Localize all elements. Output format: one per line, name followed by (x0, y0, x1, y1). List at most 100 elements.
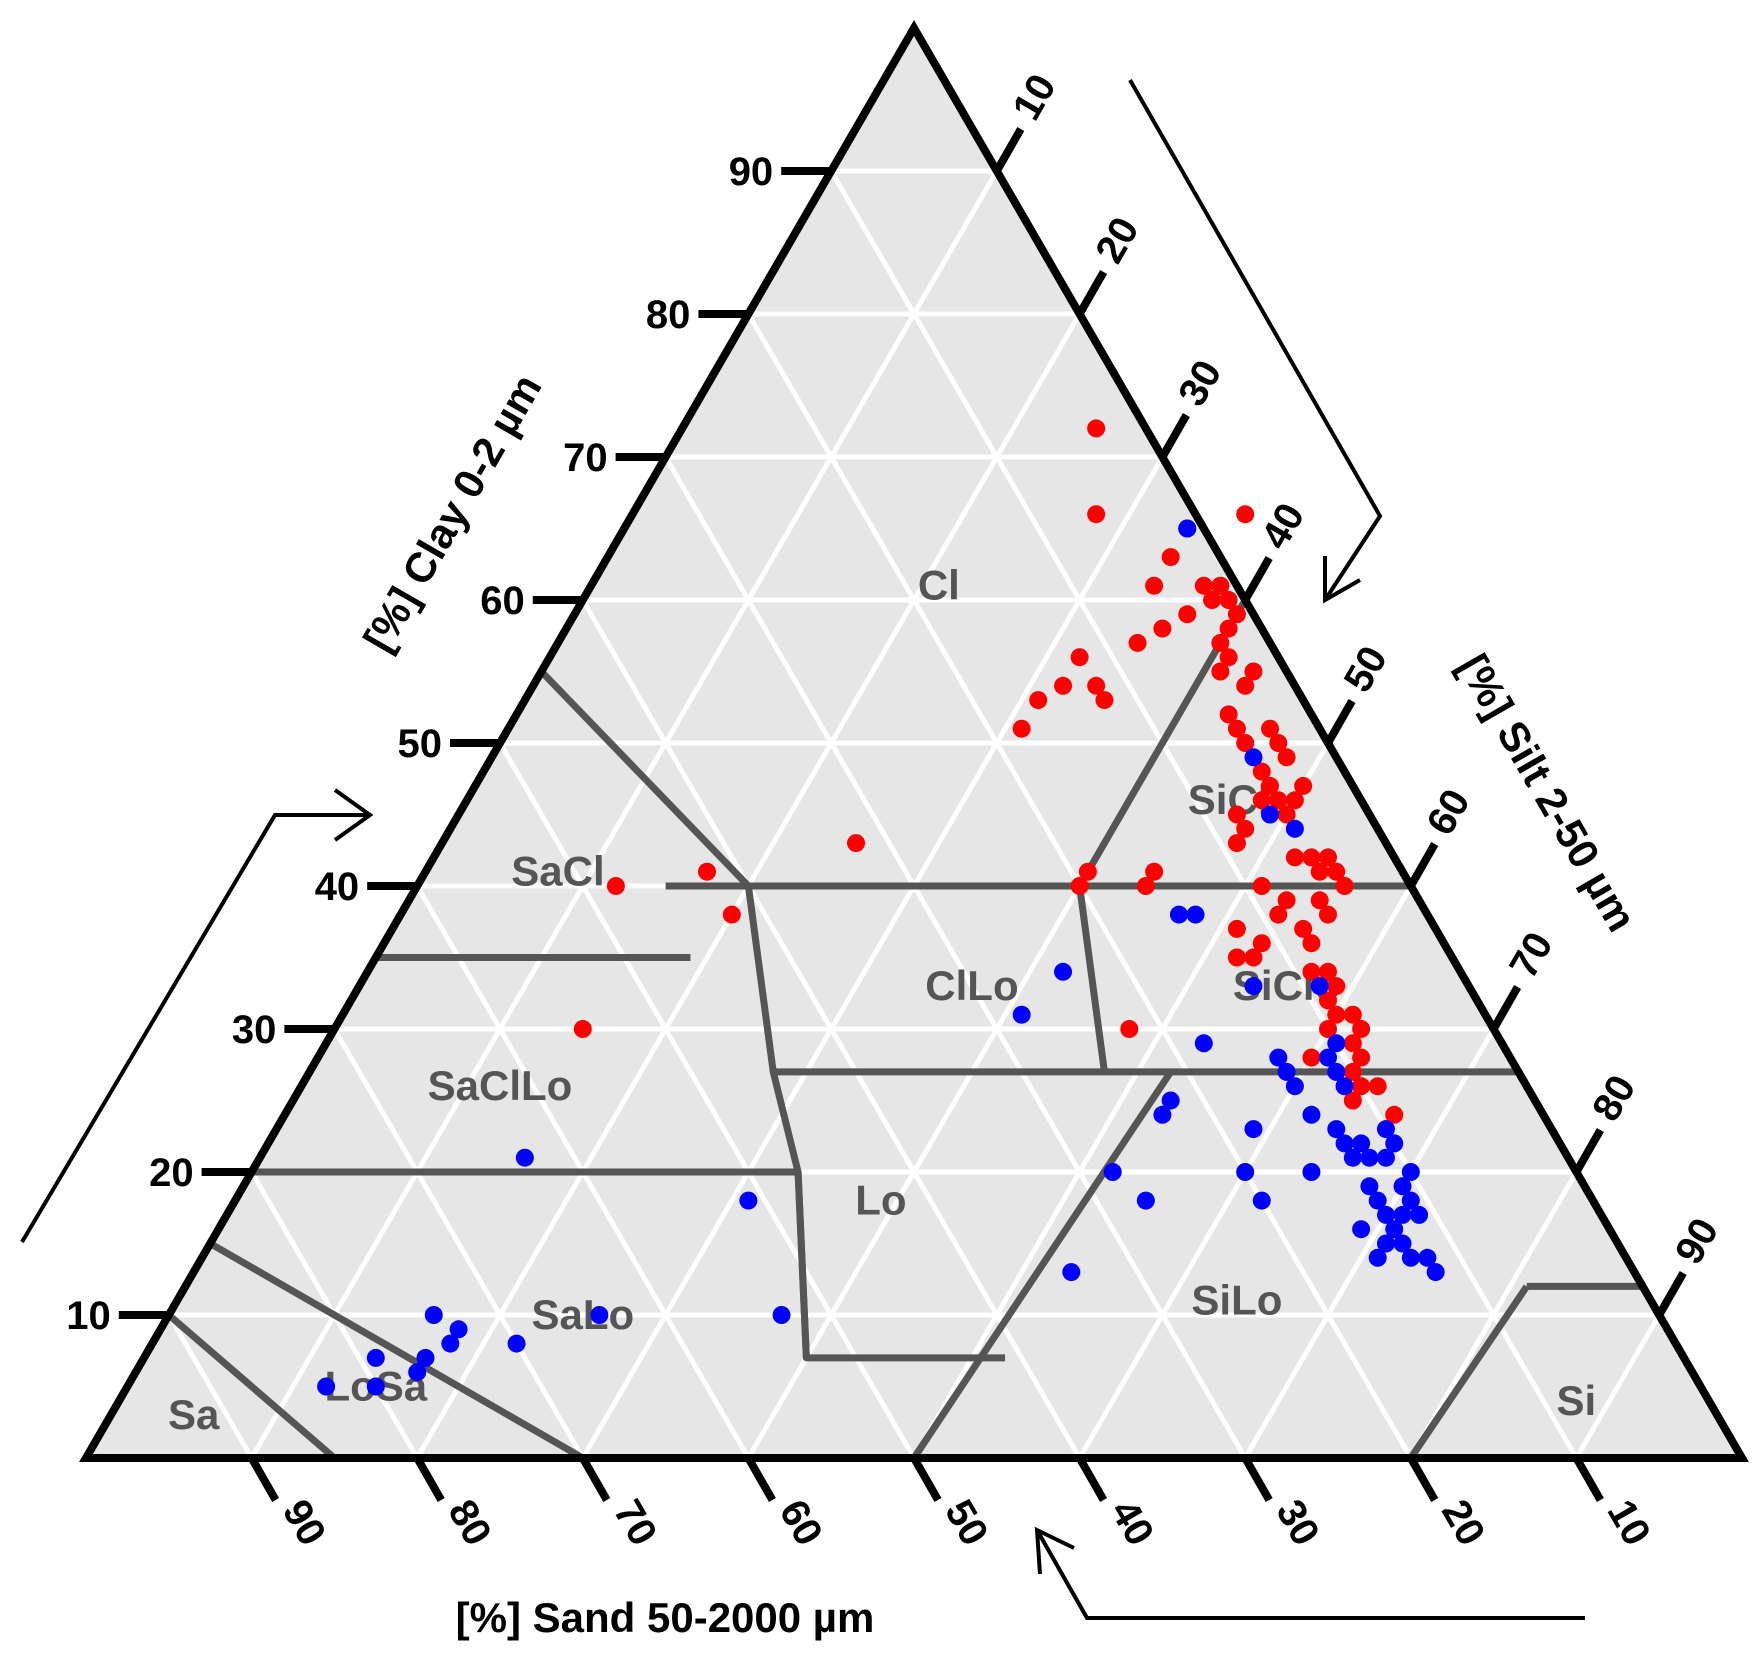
data-point-series2-58 (449, 1320, 468, 1339)
data-point-series2-63 (317, 1377, 336, 1396)
silt-tick-20 (1076, 270, 1108, 316)
data-point-series1-21 (1236, 676, 1255, 695)
data-point-series1-16 (1219, 648, 1238, 667)
sand-tick-label-80: 80 (439, 1493, 499, 1554)
silt-tick-80 (1572, 1128, 1604, 1174)
data-point-series1-28 (1227, 719, 1246, 738)
data-point-series1-39 (1227, 805, 1246, 824)
data-point-series1-65 (1252, 934, 1271, 953)
clay-arrow-head (333, 788, 374, 842)
data-point-series1-76 (1352, 1020, 1371, 1038)
clay-arrow-shaft (20, 813, 370, 1244)
data-point-series1-5 (1161, 548, 1180, 567)
data-point-series1-85 (1343, 1091, 1362, 1110)
data-point-series1-75 (1319, 1020, 1337, 1038)
data-point-series2-40 (1401, 1191, 1420, 1210)
grid-line-silt-80 (1408, 1170, 1579, 1460)
sand-tick-80 (413, 1456, 445, 1502)
data-point-series1-17 (1128, 633, 1147, 652)
texture-class-boundaries (166, 598, 1643, 1462)
data-point-series1-48 (1310, 862, 1329, 881)
data-point-series2-8 (1012, 1005, 1031, 1024)
data-point-series2-41 (1376, 1205, 1395, 1224)
data-point-series2-52 (515, 1148, 534, 1167)
data-point-series2-21 (1302, 1105, 1321, 1124)
class-boundary-7 (166, 1312, 337, 1461)
data-point-series2-14 (1327, 1034, 1346, 1053)
silt-tick-50 (1324, 699, 1356, 745)
grid-line-sand-70 (332, 1027, 585, 1460)
grid-line-sand-30 (663, 455, 1248, 1460)
clay-tick-label-20: 20 (149, 1151, 194, 1195)
sand-tick-label-20: 20 (1433, 1493, 1493, 1554)
data-point-series2-47 (1393, 1234, 1412, 1253)
data-point-series1-2 (1087, 505, 1106, 524)
data-point-series1-7 (1194, 576, 1213, 595)
sand-tick-60 (744, 1456, 776, 1502)
grid-line-silt-30 (580, 455, 1165, 1460)
region-label-sacllo: SaClLo (428, 1062, 573, 1109)
class-boundary-11 (1407, 1284, 1530, 1460)
data-point-series1-77 (1120, 1020, 1139, 1038)
silt-tick-label-90: 90 (1667, 1211, 1727, 1272)
silt-tick-label-30: 30 (1170, 353, 1230, 414)
data-point-series1-36 (1252, 791, 1271, 810)
sand-tick-label-10: 10 (1599, 1493, 1659, 1554)
data-point-series2-65 (408, 1363, 427, 1382)
data-point-series1-26 (1012, 719, 1031, 738)
data-point-series2-23 (1327, 1120, 1346, 1139)
class-boundary-1 (538, 669, 1006, 1362)
sand-tick-30 (1241, 1456, 1273, 1502)
data-point-series2-18 (1335, 1077, 1354, 1096)
data-point-series2-44 (1352, 1220, 1371, 1239)
data-point-series1-72 (1319, 991, 1337, 1010)
data-point-series2-51 (1426, 1263, 1445, 1282)
sand-tick-label-90: 90 (274, 1493, 334, 1554)
silt-arrow-head (1323, 556, 1361, 604)
sand-tick-10 (1572, 1456, 1604, 1502)
grid-line-silt-10 (249, 169, 999, 1460)
region-label-silo: SiLo (1191, 1277, 1282, 1324)
sand-tick-20 (1407, 1456, 1439, 1502)
data-point-series1-71 (1327, 977, 1346, 996)
data-point-series2-54 (1062, 1263, 1081, 1282)
data-point-series2-53 (739, 1191, 758, 1210)
data-point-series2-13 (1319, 1048, 1337, 1067)
data-point-series1-23 (1054, 676, 1073, 695)
clay-tick-label-70: 70 (563, 436, 608, 480)
data-point-series1-14 (1219, 619, 1238, 638)
data-point-series1-64 (1227, 919, 1246, 938)
sand-tick-label-60: 60 (771, 1493, 831, 1554)
data-point-series2-43 (1410, 1205, 1429, 1224)
sand-tick-label-40: 40 (1102, 1493, 1162, 1554)
data-point-series1-32 (1277, 748, 1296, 767)
data-point-series1-6 (1145, 576, 1164, 595)
data-point-series2-28 (1343, 1148, 1362, 1167)
data-point-series1-30 (1236, 734, 1255, 752)
data-point-series1-60 (1319, 905, 1337, 924)
data-point-series1-83 (1352, 1077, 1371, 1096)
grid-line-silt-50 (911, 741, 1331, 1460)
data-point-series1-58 (1277, 891, 1296, 910)
data-point-series1-42 (1236, 819, 1255, 838)
data-point-series1-63 (1294, 919, 1313, 938)
data-point-series1-79 (1343, 1034, 1362, 1053)
region-label-salo: SaLo (531, 1291, 634, 1338)
data-point-series1-69 (1302, 962, 1321, 981)
data-point-series1-29 (1261, 719, 1280, 738)
data-point-series2-5 (1169, 905, 1188, 924)
data-point-series2-7 (1054, 962, 1073, 981)
data-point-series1-34 (1261, 776, 1280, 795)
data-point-series1-81 (1302, 1048, 1321, 1067)
data-point-series1-51 (1078, 862, 1097, 881)
data-point-series2-27 (1385, 1134, 1404, 1153)
data-point-series1-56 (1136, 877, 1155, 895)
data-point-series1-31 (1269, 734, 1288, 752)
data-point-series1-68 (1227, 948, 1246, 967)
data-point-series2-46 (1376, 1234, 1395, 1253)
silt-arrow-shaft (1128, 79, 1383, 602)
grid-line-silt-90 (1574, 1313, 1662, 1460)
data-point-series2-33 (1103, 1163, 1122, 1181)
data-point-series1-35 (1294, 776, 1313, 795)
data-point-series1-13 (1227, 605, 1246, 624)
